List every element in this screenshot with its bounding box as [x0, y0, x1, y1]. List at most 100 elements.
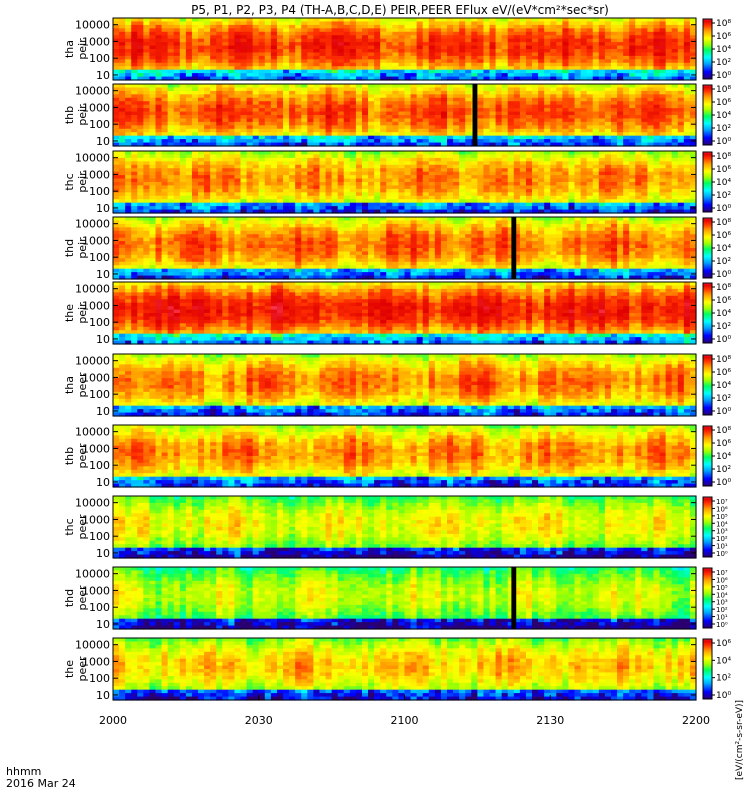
spectrogram-cell [568, 168, 576, 173]
spectrogram-cell [653, 128, 661, 133]
spectrogram-cell [477, 76, 485, 81]
spectrogram-cell [113, 24, 120, 29]
spectrogram-cell [568, 139, 576, 144]
spectrogram-cell [161, 178, 169, 183]
spectrogram-cell [447, 76, 454, 81]
spectrogram-cell [422, 97, 430, 102]
spectrogram-cell [173, 69, 181, 74]
spectrogram-cell [677, 118, 685, 123]
spectrogram-cell [119, 21, 126, 26]
spectrogram-cell [301, 55, 308, 60]
spectrogram-cell [380, 73, 387, 78]
spectrogram-cell [440, 59, 448, 64]
spectrogram-cell [343, 171, 351, 176]
spectrogram-cell [313, 121, 321, 126]
spectrogram-cell [501, 28, 509, 33]
spectrogram-cell [671, 49, 679, 54]
spectrogram-cell [574, 175, 582, 180]
spectrogram-cell [131, 115, 138, 120]
spectrogram-cell [191, 90, 199, 95]
spectrogram-cell [349, 38, 357, 43]
spectrogram-cell [155, 118, 163, 123]
spectrogram-cell [538, 164, 545, 169]
spectrogram-cell [264, 125, 272, 130]
spectrogram-cell [586, 94, 594, 99]
spectrogram-cell [483, 188, 491, 193]
spectrogram-cell [337, 38, 345, 43]
spectrogram-cell [289, 84, 296, 89]
spectrogram-cell [222, 182, 229, 187]
spectrogram-cell [185, 49, 193, 54]
spectrogram-cell [325, 111, 333, 116]
spectrogram-cell [343, 142, 351, 147]
spectrogram-cell [216, 101, 223, 106]
spectrogram-cell [617, 62, 624, 67]
spectrogram-cell [143, 62, 151, 67]
spectrogram-cell [392, 97, 400, 102]
spectrogram-cell [283, 192, 290, 197]
spectrogram-cell [246, 151, 254, 156]
spectrogram-cell [337, 21, 345, 26]
spectrogram-cell [550, 202, 557, 207]
spectrogram-cell [471, 38, 478, 43]
spectrogram-cell [398, 108, 406, 113]
spectrogram-cell [301, 202, 308, 207]
spectrogram-cell [337, 111, 345, 116]
spectrogram-cell [495, 18, 503, 23]
spectrogram-cell [447, 182, 454, 187]
spectrogram-cell [337, 31, 345, 36]
spectrogram-cell [404, 178, 412, 183]
spectrogram-cell [586, 55, 594, 60]
spectrogram-cell [586, 73, 594, 78]
spectrogram-cell [240, 161, 248, 166]
spectrogram-cell [301, 45, 308, 50]
spectrogram-cell [216, 121, 223, 126]
spectrogram-cell [234, 206, 242, 211]
spectrogram-cell [113, 168, 120, 173]
spectrogram-cell [179, 175, 187, 180]
spectrogram-cell [258, 132, 266, 137]
spectrogram-cell [665, 38, 673, 43]
spectrogram-cell [283, 195, 290, 200]
spectrogram-cell [495, 206, 503, 211]
spectrogram-cell [562, 76, 570, 81]
spectrogram-cell [562, 45, 570, 50]
spectrogram-cell [240, 178, 248, 183]
spectrogram-cell [398, 178, 406, 183]
spectrogram-cell [264, 178, 272, 183]
spectrogram-cell [319, 90, 327, 95]
y-tick-label: 100 [89, 52, 110, 65]
spectrogram-cell [641, 132, 649, 137]
spectrogram-cell [374, 42, 381, 47]
spectrogram-cell [210, 94, 217, 99]
spectrogram-cell [349, 35, 357, 40]
spectrogram-cell [355, 185, 363, 190]
spectrogram-cell [331, 168, 339, 173]
spectrogram-cell [349, 66, 357, 71]
spectrogram-cell [592, 101, 600, 106]
spectrogram-cell [422, 142, 430, 147]
spectrogram-cell [422, 21, 430, 26]
spectrogram-cell [258, 76, 266, 81]
spectrogram-cell [216, 154, 223, 159]
spectrogram-cell [289, 185, 296, 190]
spectrogram-cell [270, 52, 278, 57]
spectrogram-cell [204, 28, 211, 33]
spectrogram-cell [216, 66, 223, 71]
spectrogram-cell [313, 182, 321, 187]
spectrogram-cell [447, 94, 454, 99]
spectrogram-cell [325, 121, 333, 126]
spectrogram-cell [629, 94, 636, 99]
spectrogram-cell [465, 97, 472, 102]
spectrogram-cell [623, 87, 630, 92]
spectrogram-cell [598, 154, 606, 159]
spectrogram-cell [131, 84, 138, 89]
spectrogram-cell [544, 209, 551, 214]
spectrogram-cell [592, 135, 600, 140]
spectrogram-cell [465, 154, 472, 159]
spectrogram-cell [519, 62, 527, 67]
spectrogram-cell [234, 115, 242, 120]
spectrogram-cell [137, 164, 144, 169]
spectrogram-cell [501, 132, 509, 137]
spectrogram-cell [532, 175, 539, 180]
